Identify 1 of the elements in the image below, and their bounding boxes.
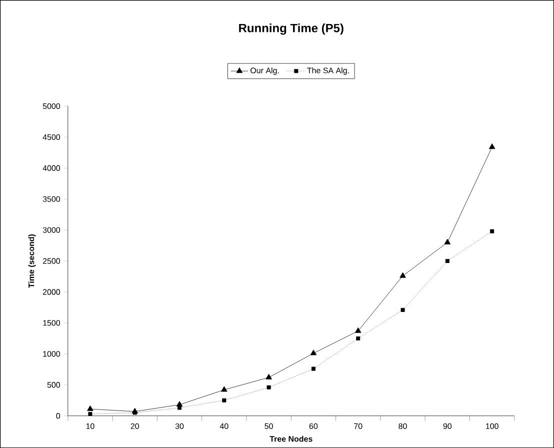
chart-title: Running Time (P5): [239, 23, 344, 35]
